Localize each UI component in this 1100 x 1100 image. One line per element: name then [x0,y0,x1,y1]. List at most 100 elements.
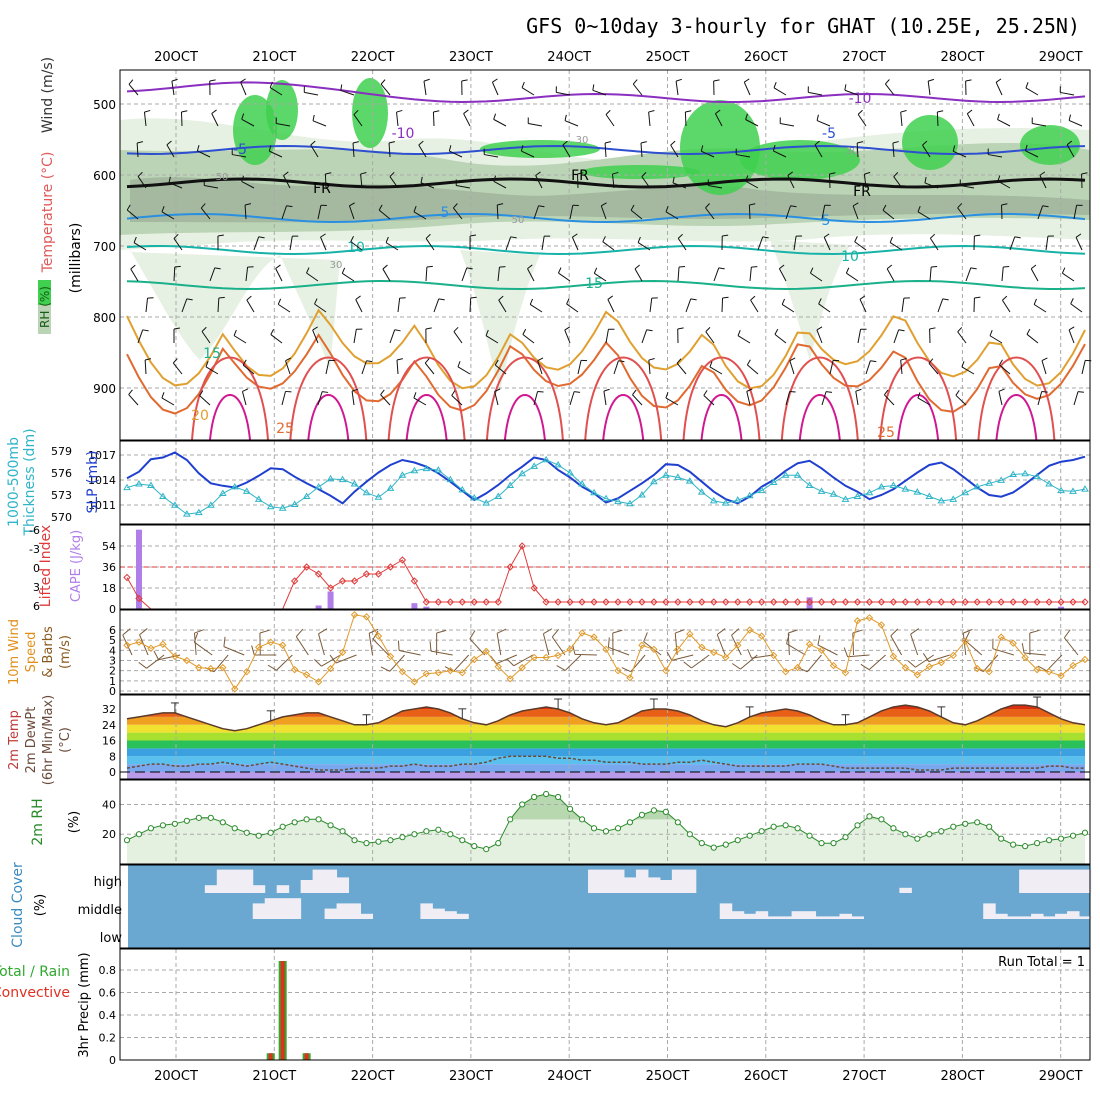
upper-wind-barb-flag [665,392,669,399]
slp-line [126,451,1086,505]
upper-wind-barb-flag [1026,328,1031,335]
upper-wind-barb [960,184,975,189]
axis-label-pressure: (millibars) [68,223,84,294]
wind-barb-flag [372,630,379,640]
cloud-high-cell [899,887,912,893]
upper-wind-barb-flag [217,234,224,237]
date-label-top: 29OCT [1039,50,1083,65]
lifted-index-point [925,598,934,606]
upper-wind-barb [521,87,535,96]
wind-speed-point [662,666,670,675]
upper-wind-barb [785,205,792,220]
axis-label-temp2m: 2m DewPt [24,707,39,774]
cloud-mid-cell [432,908,445,919]
upper-wind-barb-flag [677,233,683,239]
rh-point [1010,841,1017,848]
wind-barb-flag [267,664,277,671]
upper-wind-barb [821,391,827,406]
thickness-point [506,481,515,488]
wind-barb-flag [786,634,790,644]
upper-wind-barb [1060,91,1075,96]
thickness-point [518,469,527,477]
upper-wind-barb [456,185,471,189]
cloud-mid-cell [252,903,266,919]
upper-wind-barb [569,391,575,406]
wind-barb-flag [683,661,692,669]
upper-wind-barb [924,182,939,189]
axis-label-lifted: Lifted Index [38,525,54,607]
upper-wind-barb [957,207,967,220]
wind-barb-flag [643,632,648,642]
slp-tick: 1014 [88,474,116,487]
thickness-line [126,459,1086,515]
rh-point [507,816,514,823]
upper-wind-barb [1032,123,1047,127]
wind-speed-point [314,678,323,686]
wind-speed-point [769,651,778,660]
upper-wind-barb-flag [425,327,432,330]
upper-wind-barb-flag [130,264,136,270]
cape-tick: 36 [102,561,116,574]
upper-wind-barb-flag [355,295,361,300]
upper-wind-barb [133,242,147,251]
wind-speed-point [1021,653,1029,662]
wind-speed-point [266,638,275,646]
upper-wind-barb-flag [970,267,977,270]
panel-frame [119,609,1091,695]
lifted-index-point [913,598,922,606]
precip-tick: 0.2 [99,1032,117,1045]
temp-contour-warm [682,356,761,441]
wind-speed-point [446,666,455,675]
upper-wind-barb-flag [592,84,595,91]
upper-wind-barb-flag [749,203,756,206]
thickness-point [793,471,802,478]
wind-speed-point [901,663,910,672]
thickness-point [182,510,191,517]
lifted-index-point [590,598,598,606]
upper-wind-barb-flag [241,113,245,120]
wind-speed-point [1057,672,1065,680]
upper-wind-barb-flag [493,175,497,182]
cape-bar [411,603,418,609]
cloud-mid-cell [1079,916,1092,919]
upper-wind-barb [564,120,579,127]
upper-wind-barb-flag [722,296,729,299]
upper-wind-barb-flag [268,145,272,152]
upper-wind-barb [352,142,355,158]
axis-label-temperature: Temperature (°C) [40,152,56,274]
wind-speed-point [865,614,874,622]
upper-wind-barb [603,391,607,406]
axis-label-slp: SLP (mb) [85,450,101,513]
upper-wind-barb [128,394,139,406]
lifted-index-point [290,577,299,585]
upper-wind-barb [396,360,399,375]
temp-contour [126,244,1086,256]
thickness-point [302,492,311,499]
thickness-point [638,491,646,498]
upper-wind-barb-flag [161,206,165,213]
upper-wind-barb [324,173,327,189]
upper-wind-barb-flag [677,327,684,330]
upper-wind-barb [630,209,643,220]
upper-wind-barb [793,236,797,251]
upper-wind-barb [449,150,463,158]
upper-wind-barb-flag [762,236,769,239]
wind-speed-point [458,668,467,677]
wind-speed-point [123,641,131,649]
rh-point [614,825,622,832]
upper-wind-barb-flag [277,298,282,305]
wind-speed-point [374,632,383,640]
upper-wind-barb [491,81,499,96]
upper-wind-barb [204,185,219,189]
thickness-point [985,479,994,486]
cloud-high-cell [671,869,685,893]
wind-speed-point [734,641,742,649]
lifted-tick: -3 [29,543,40,556]
upper-wind-barb [245,267,249,282]
upper-wind-barb-flag [521,81,525,88]
upper-wind-barb [995,82,1003,96]
date-label-top: 20OCT [154,50,198,65]
upper-wind-barb [533,205,540,220]
upper-wind-barb-flag [632,79,638,85]
upper-wind-barb-flag [380,389,385,395]
